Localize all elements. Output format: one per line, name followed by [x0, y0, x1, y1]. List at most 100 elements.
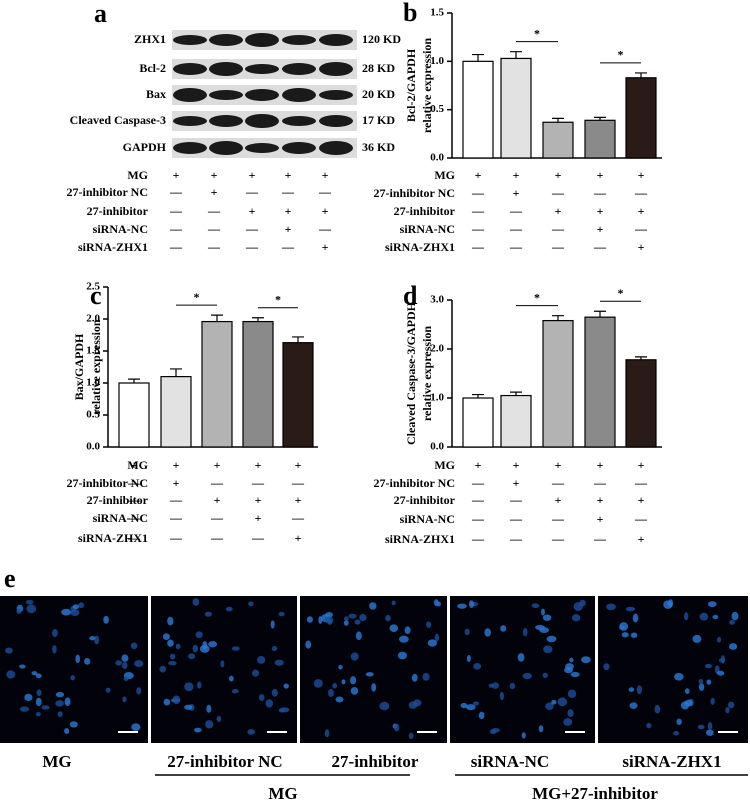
protein-label: Bcl-2 [139, 61, 166, 75]
bar [584, 119, 616, 159]
nucleus [344, 616, 349, 622]
band [245, 143, 279, 153]
y-tick-label: 2.0 [430, 343, 444, 355]
treatment-name: 27-inhibitor NC [374, 476, 455, 490]
nucleus [683, 612, 689, 621]
treatment-sign: + [597, 512, 604, 526]
nucleus [167, 616, 174, 626]
treatment-sign: — [471, 532, 485, 546]
treatment-sign: + [555, 493, 562, 507]
treatment-sign: — [245, 240, 259, 254]
nucleus [64, 727, 70, 735]
treatment-sign: — [634, 186, 648, 200]
nucleus [531, 603, 540, 609]
nucleus [348, 613, 357, 619]
treatment-sign: — [281, 185, 295, 199]
image-label: siRNA-ZHX1 [622, 752, 721, 771]
error-bar [211, 314, 223, 322]
image-label: 27-inhibitor NC [167, 752, 282, 771]
treatment-sign: — [210, 531, 224, 545]
treatment-sign: + [555, 204, 562, 218]
nucleus [391, 600, 396, 606]
error-bar [510, 51, 522, 59]
treatment-sign: — [634, 476, 648, 490]
nucleus [706, 679, 712, 685]
nucleus [136, 687, 142, 695]
y-tick-label: 0.0 [430, 441, 444, 453]
nucleus [69, 721, 78, 728]
nucleus [489, 729, 497, 735]
treatment-sign: + [513, 458, 520, 472]
treatment-sign: + [173, 476, 180, 490]
treatment-sign: — [509, 204, 523, 218]
nucleus [279, 707, 290, 713]
treatment-sign: — [509, 493, 523, 507]
group-label: MG+27-inhibitor [532, 784, 658, 803]
treatment-sign: — [509, 222, 523, 236]
treatment-sign: + [285, 168, 292, 182]
bar [500, 394, 532, 448]
panel-letter: c [90, 281, 102, 310]
size-label: 28 KD [362, 61, 395, 75]
nucleus [350, 652, 359, 661]
treatment-sign: — [634, 222, 648, 236]
nucleus [204, 611, 212, 617]
nucleus [306, 616, 313, 623]
treatment-sign: — [207, 240, 221, 254]
nucleus [464, 628, 470, 636]
nucleus [646, 722, 652, 729]
band [173, 116, 207, 126]
nucleus [522, 627, 528, 637]
nucleus [606, 603, 616, 611]
treatment-sign: + [214, 458, 221, 472]
treatment-sign: — [127, 493, 141, 507]
treatment-sign: + [214, 493, 221, 507]
error-bar [472, 53, 484, 62]
nucleus [385, 614, 391, 622]
treatment-sign: — [593, 240, 607, 254]
y-axis-label: relative expression [420, 38, 434, 134]
treatment-name: siRNA-ZHX1 [385, 240, 455, 254]
nucleus [472, 701, 480, 706]
treatment-sign: + [638, 532, 645, 546]
nucleus [220, 660, 225, 668]
nucleus [271, 645, 278, 652]
nucleus [19, 706, 30, 712]
treatment-sign: + [475, 458, 482, 472]
nucleus [89, 635, 96, 641]
nucleus [61, 608, 72, 616]
nucleus [122, 696, 127, 703]
size-label: 36 KD [362, 140, 395, 154]
nucleus [274, 659, 284, 666]
nucleus [545, 702, 554, 710]
nucleus [134, 660, 144, 668]
nucleus [717, 670, 725, 676]
nucleus [543, 645, 553, 654]
treatment-sign: + [249, 204, 256, 218]
treatment-name: MG [127, 168, 148, 182]
treatment-sign: — [251, 531, 265, 545]
nucleus [509, 682, 516, 690]
nucleus [712, 614, 719, 620]
size-label: 20 KD [362, 87, 395, 101]
nucleus [668, 599, 674, 608]
treatment-sign: — [471, 204, 485, 218]
nucleus [478, 711, 485, 720]
nucleus [676, 718, 682, 725]
treatment-sign: — [169, 222, 183, 236]
treatment-sign: — [127, 511, 141, 525]
nucleus [698, 678, 704, 685]
treatment-sign: — [471, 222, 485, 236]
bar [118, 382, 150, 448]
band [319, 90, 353, 100]
nucleus [332, 682, 338, 689]
protein-label: Bax [146, 87, 166, 101]
nucleus [6, 670, 16, 679]
nucleus [570, 671, 580, 678]
micrograph [598, 596, 748, 743]
nucleus [389, 624, 399, 632]
treatment-sign: + [295, 493, 302, 507]
treatment-sign: — [471, 476, 485, 490]
nucleus [75, 654, 81, 664]
nucleus [397, 651, 408, 660]
